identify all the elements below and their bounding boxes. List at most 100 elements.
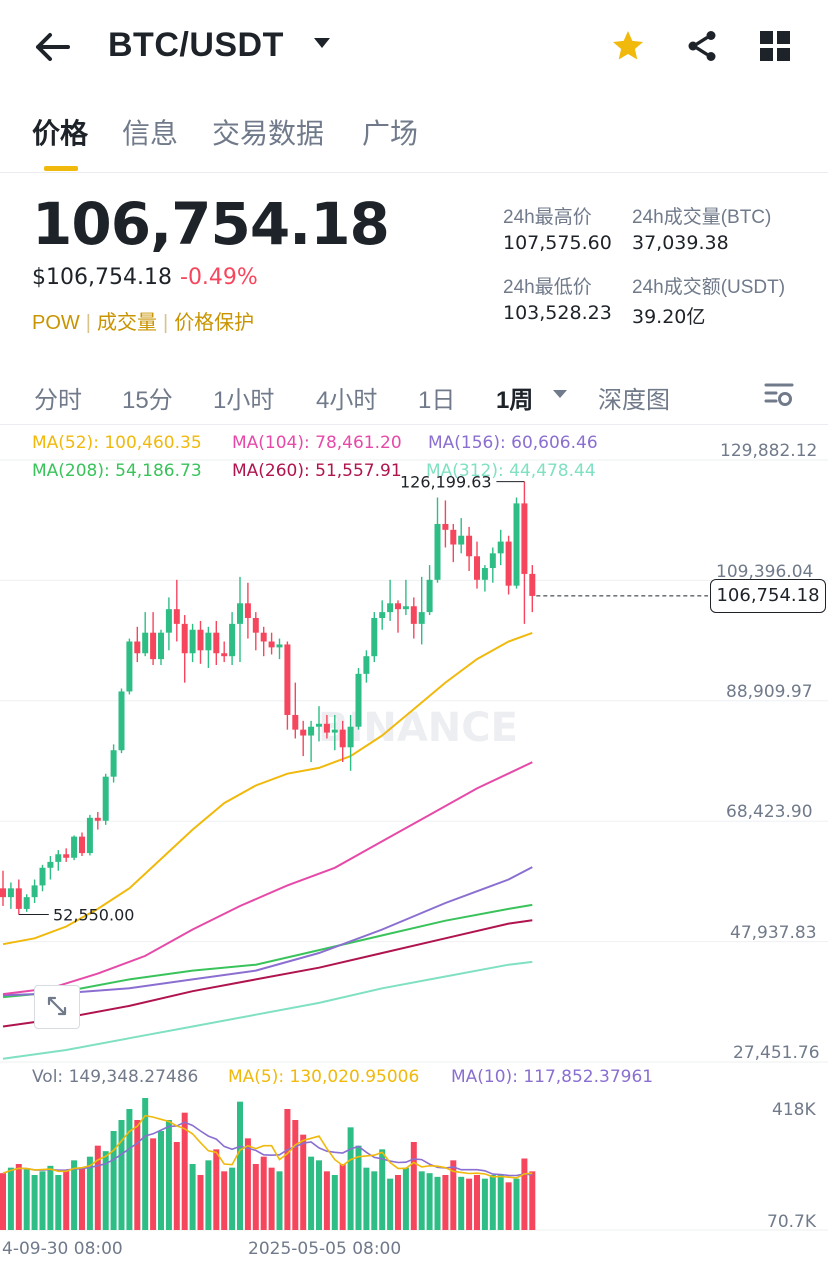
tab-price[interactable]: 价格 xyxy=(32,118,89,149)
vol-usdt-label: 24h成交额(USDT) xyxy=(632,277,786,298)
candle xyxy=(197,629,204,651)
candle xyxy=(94,817,101,821)
price-change: -0.49% xyxy=(180,265,258,290)
volume-bar xyxy=(450,1160,457,1230)
tag-price-protection[interactable]: 价格保护 xyxy=(174,312,255,334)
back-button[interactable] xyxy=(34,30,72,64)
last-price: 106,754.18 xyxy=(32,190,390,258)
interval-1w[interactable]: 1周 xyxy=(496,387,534,414)
candle xyxy=(458,535,465,545)
favorite-star-icon[interactable] xyxy=(610,28,646,69)
ma260-legend: MA(260): 51,557.91 xyxy=(232,461,402,481)
volume-bar xyxy=(466,1178,473,1230)
candle xyxy=(102,776,109,821)
volume-bar xyxy=(79,1167,85,1230)
volume-bar xyxy=(7,1167,14,1230)
high-value: 107,575.60 xyxy=(503,232,612,254)
interval-1d[interactable]: 1日 xyxy=(418,387,456,414)
volume-bar xyxy=(126,1109,133,1230)
candle xyxy=(323,723,330,733)
candle xyxy=(237,603,243,624)
share-icon[interactable] xyxy=(684,28,720,69)
volume-bar xyxy=(521,1158,528,1230)
volume-bar xyxy=(173,1142,180,1230)
tag-volume[interactable]: 成交量 xyxy=(96,312,157,334)
candle xyxy=(39,867,46,886)
volume-bar xyxy=(31,1175,38,1230)
candle xyxy=(466,535,473,557)
candle xyxy=(55,854,62,862)
candle xyxy=(165,609,172,633)
candle xyxy=(450,529,457,545)
volume-bar xyxy=(410,1142,417,1230)
candle xyxy=(316,723,322,727)
volume-bar xyxy=(458,1176,465,1230)
low-value: 103,528.23 xyxy=(503,302,612,324)
volume-bottom-tick: 70.7K xyxy=(767,1212,816,1232)
volume-bar xyxy=(426,1173,433,1230)
candle xyxy=(489,553,496,569)
y-tick: 88,909.97 xyxy=(726,682,813,702)
ma208-legend: MA(208): 54,186.73 xyxy=(32,461,202,481)
candle xyxy=(497,541,504,554)
candle xyxy=(387,603,394,613)
tab-trade-data[interactable]: 交易数据 xyxy=(212,118,325,149)
tab-square[interactable]: 广场 xyxy=(362,118,419,149)
chevron-down-icon[interactable] xyxy=(553,390,567,398)
y-tick: 27,451.76 xyxy=(733,1043,820,1063)
volume-bar xyxy=(23,1169,30,1230)
candle xyxy=(284,644,291,715)
ma156-legend: MA(156): 60,606.46 xyxy=(428,433,598,453)
low-label: 24h最低价 xyxy=(503,277,592,298)
volume-bar xyxy=(94,1145,101,1230)
candle xyxy=(63,854,70,858)
candle xyxy=(173,609,180,624)
chart-settings-icon[interactable] xyxy=(764,381,794,414)
candle xyxy=(355,673,362,727)
volume-bar xyxy=(347,1127,354,1230)
low-marker-label: 52,550.00 xyxy=(53,905,134,924)
volume-ma5-line xyxy=(2,1114,533,1179)
y-tick: 68,423.90 xyxy=(726,802,813,822)
tag-pow[interactable]: POW xyxy=(32,312,80,334)
volume-bar xyxy=(47,1165,54,1230)
ma312-line xyxy=(2,960,533,1060)
volume-legend: Vol: 149,348.27486 xyxy=(32,1067,199,1087)
interval-15m[interactable]: 15分 xyxy=(122,387,173,414)
grid-menu-icon[interactable] xyxy=(760,31,790,66)
tab-info[interactable]: 信息 xyxy=(122,118,179,149)
x-tick: 4-09-30 08:00 xyxy=(2,1239,123,1259)
chevron-down-icon[interactable] xyxy=(314,38,330,48)
candle xyxy=(244,603,251,618)
candle xyxy=(158,632,164,660)
expand-icon[interactable] xyxy=(34,985,80,1029)
volume-bar xyxy=(300,1134,307,1230)
candle xyxy=(181,623,188,654)
interval-depth[interactable]: 深度图 xyxy=(598,387,670,414)
volume-bar xyxy=(102,1151,109,1230)
candle xyxy=(268,641,275,648)
candle xyxy=(513,503,520,586)
volume-bar xyxy=(0,1173,6,1230)
volume-bar xyxy=(39,1171,46,1230)
pair-title[interactable]: BTC/USDT xyxy=(108,26,284,64)
volume-bar xyxy=(134,1120,141,1230)
volume-bar xyxy=(323,1171,330,1230)
volume-bar xyxy=(86,1156,93,1230)
volume-bar xyxy=(387,1178,394,1230)
candle xyxy=(410,606,417,624)
candle xyxy=(426,579,433,613)
volume-bar xyxy=(205,1160,212,1230)
interval-4h[interactable]: 4小时 xyxy=(316,387,378,414)
volume-bar xyxy=(434,1176,441,1230)
interval-time[interactable]: 分时 xyxy=(34,387,82,414)
interval-1h[interactable]: 1小时 xyxy=(213,387,275,414)
y-tick: 47,937.83 xyxy=(730,923,817,943)
volume-bar xyxy=(481,1178,488,1230)
volume-bar xyxy=(339,1164,346,1230)
ma52-line xyxy=(2,631,533,946)
candle xyxy=(395,603,401,610)
volume-bar xyxy=(513,1178,520,1230)
candle xyxy=(213,632,220,654)
